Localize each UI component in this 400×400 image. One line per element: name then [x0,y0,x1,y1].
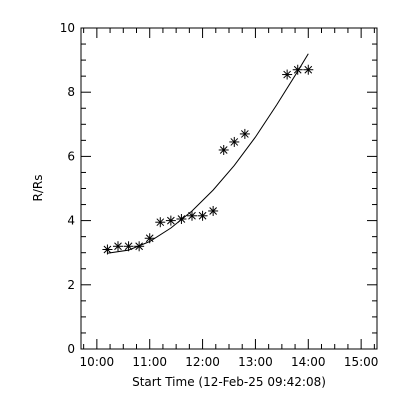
data-point [165,215,176,226]
data-point [282,69,293,80]
data-point [155,217,166,228]
x-tick-label: 12:00 [185,355,220,369]
y-axis-label: R/Rs [31,175,45,202]
data-point [218,144,229,155]
data-point [144,233,155,244]
data-point [123,241,134,252]
x-tick-label: 11:00 [132,355,167,369]
x-tick-label: 14:00 [291,355,326,369]
data-point [187,210,197,221]
x-axis-tick-labels: 10:00 11:00 12:00 13:00 14:00 15:00 [80,355,379,369]
data-point [303,64,314,75]
x-tick-label: 10:00 [80,355,115,369]
x-tick-label: 13:00 [238,355,273,369]
axis-ticks [81,27,377,350]
data-point [208,205,219,216]
data-point [197,210,208,221]
y-tick-label: 4 [67,214,75,228]
data-point [134,241,145,252]
data-point [239,128,250,139]
data-point [292,64,303,75]
data-points [102,64,314,255]
y-tick-label: 0 [67,342,75,356]
data-point [176,213,187,224]
x-axis-label: Start Time (12-Feb-25 09:42:08) [132,375,326,389]
y-tick-label: 8 [67,85,75,99]
data-point [113,241,123,252]
y-tick-label: 2 [67,278,75,292]
x-tick-label: 15:00 [344,355,379,369]
y-axis-tick-labels: 0 2 4 6 8 10 [60,21,75,356]
data-point [229,136,240,147]
fit-curve [107,53,309,254]
y-tick-label: 6 [67,149,75,163]
data-point [102,244,113,255]
y-tick-label: 10 [60,21,75,35]
